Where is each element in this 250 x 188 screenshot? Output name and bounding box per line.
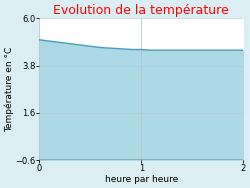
X-axis label: heure par heure: heure par heure bbox=[105, 175, 178, 184]
Y-axis label: Température en °C: Température en °C bbox=[4, 47, 14, 132]
Title: Evolution de la température: Evolution de la température bbox=[54, 4, 229, 17]
